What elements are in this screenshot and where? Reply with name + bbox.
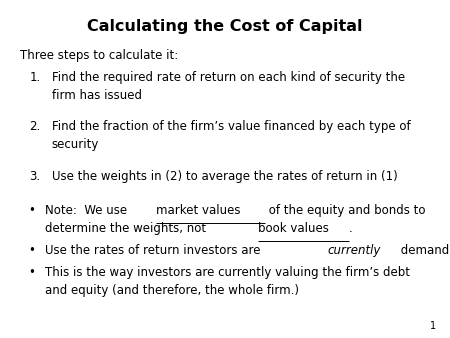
Text: •: • <box>28 204 35 217</box>
Text: 2.: 2. <box>29 120 40 133</box>
Text: determine the weights, not: determine the weights, not <box>45 222 210 235</box>
Text: •: • <box>28 244 35 257</box>
Text: •: • <box>28 266 35 279</box>
Text: currently: currently <box>328 244 381 257</box>
Text: Find the required rate of return on each kind of security the: Find the required rate of return on each… <box>52 71 405 84</box>
Text: 1: 1 <box>430 321 436 331</box>
Text: Note:  We use: Note: We use <box>45 204 131 217</box>
Text: firm has issued: firm has issued <box>52 89 142 102</box>
Text: Find the fraction of the firm’s value financed by each type of: Find the fraction of the firm’s value fi… <box>52 120 410 133</box>
Text: book values: book values <box>258 222 328 235</box>
Text: and equity (and therefore, the whole firm.): and equity (and therefore, the whole fir… <box>45 284 299 296</box>
Text: demanding.: demanding. <box>397 244 450 257</box>
Text: Three steps to calculate it:: Three steps to calculate it: <box>20 49 179 62</box>
Text: of the equity and bonds to: of the equity and bonds to <box>265 204 425 217</box>
Text: security: security <box>52 139 99 151</box>
Text: This is the way investors are currently valuing the firm’s debt: This is the way investors are currently … <box>45 266 410 279</box>
Text: Calculating the Cost of Capital: Calculating the Cost of Capital <box>87 19 363 33</box>
Text: .: . <box>349 222 353 235</box>
Text: Use the rates of return investors are: Use the rates of return investors are <box>45 244 264 257</box>
Text: Use the weights in (2) to average the rates of return in (1): Use the weights in (2) to average the ra… <box>52 170 397 183</box>
Text: market values: market values <box>156 204 240 217</box>
Text: 3.: 3. <box>29 170 40 183</box>
Text: 1.: 1. <box>29 71 40 84</box>
